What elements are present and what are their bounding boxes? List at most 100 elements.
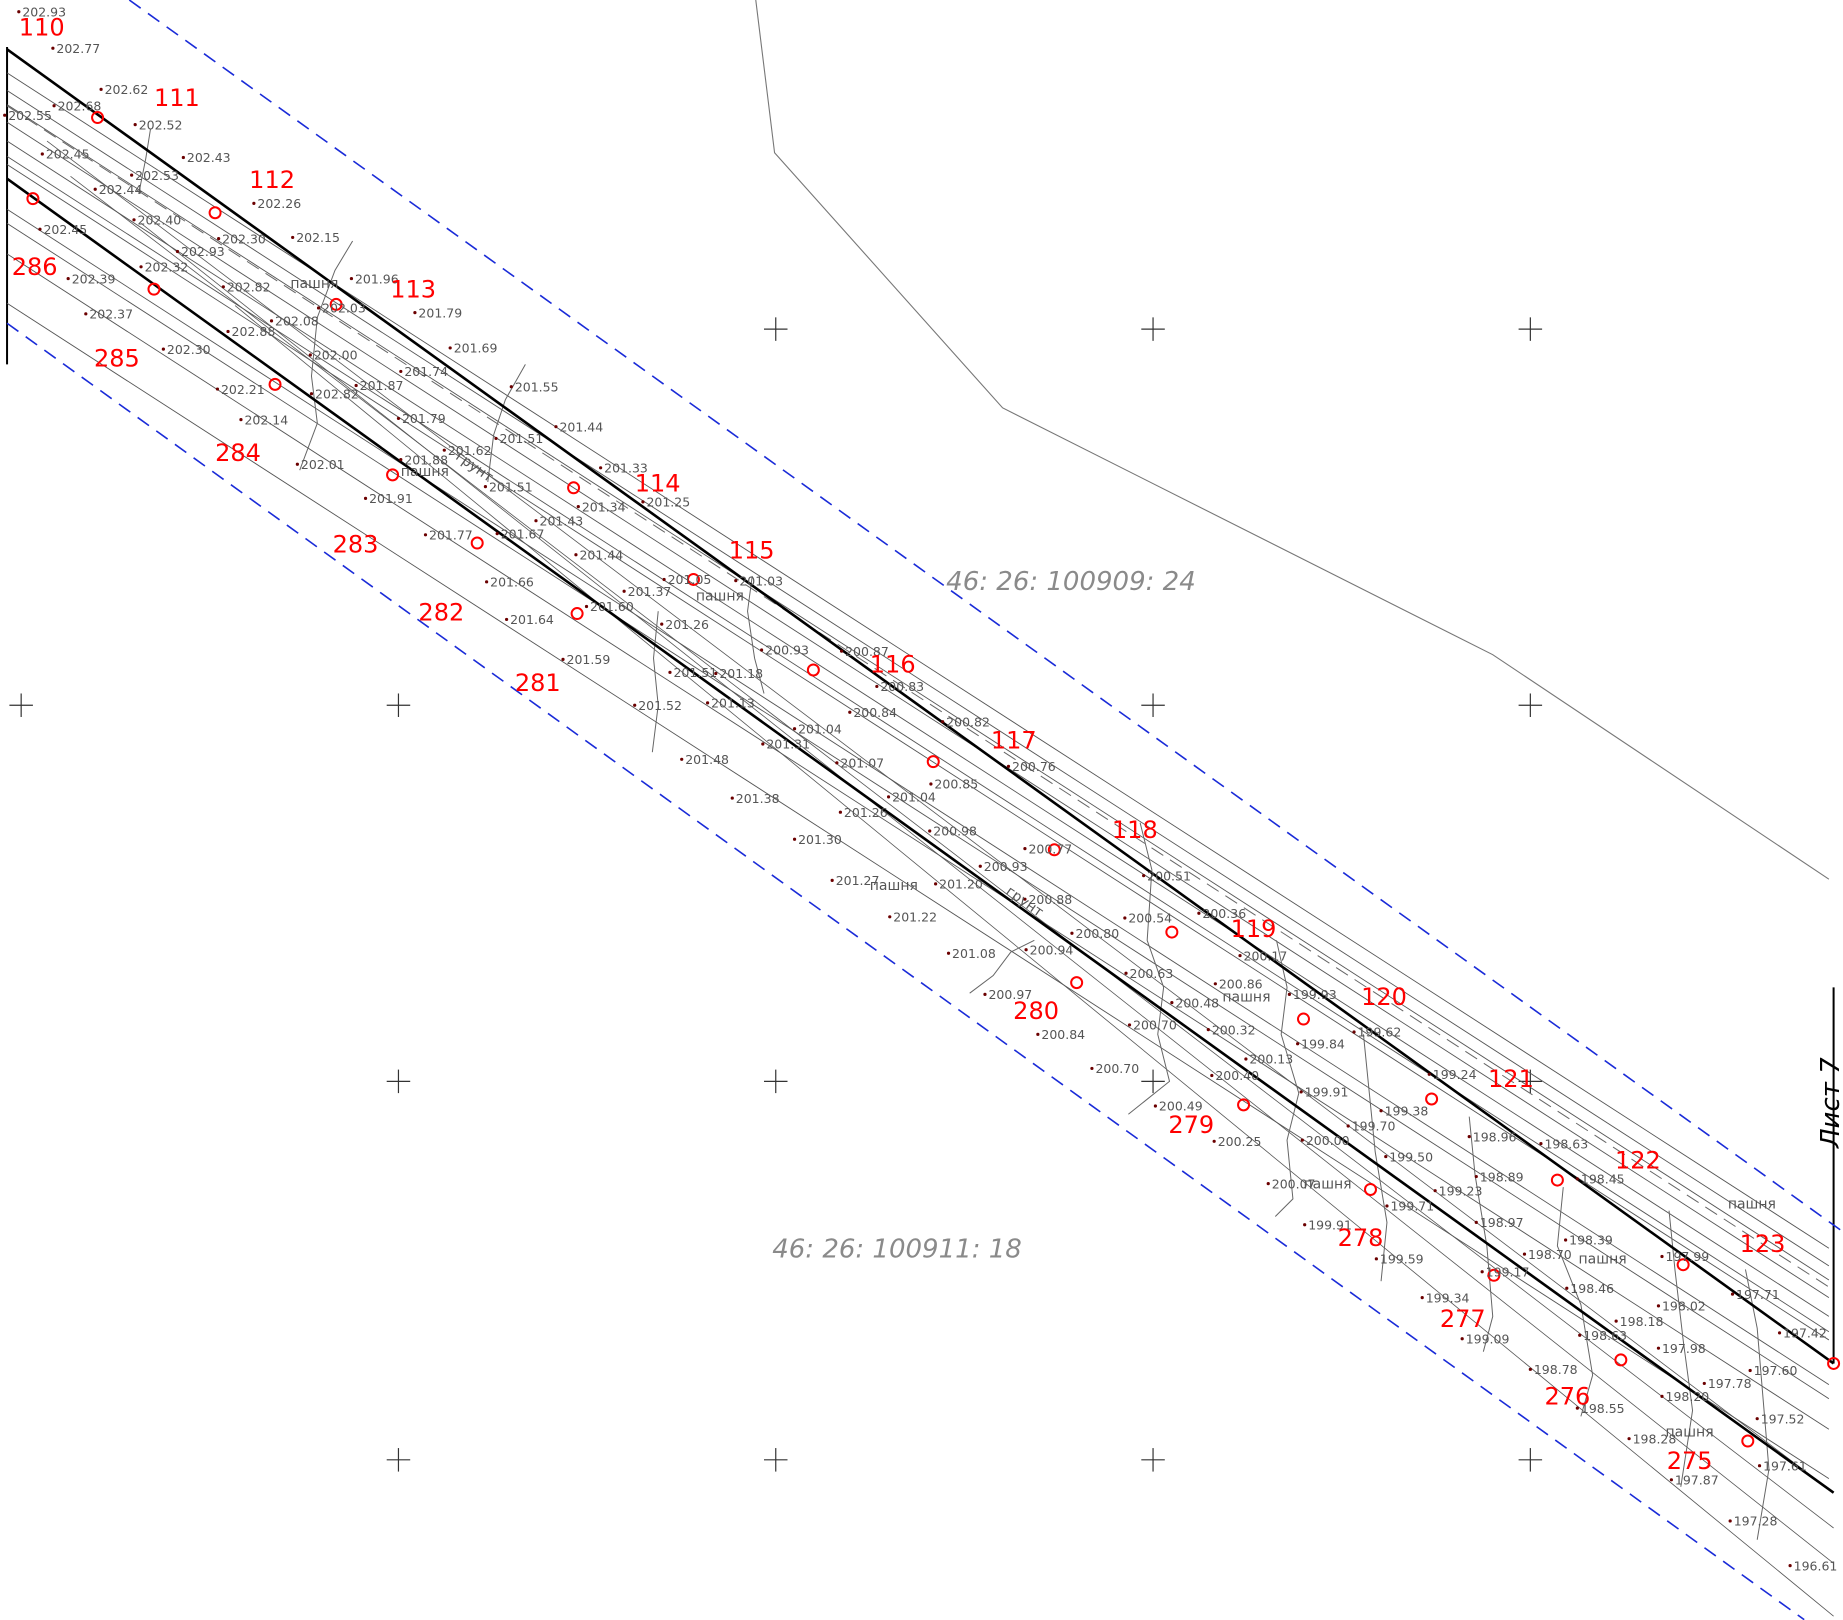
elevation-value: 201.07 [840, 756, 884, 771]
elevation-mark: 201.88 [399, 452, 448, 467]
contour-line [487, 364, 526, 482]
elevation-mark: 197.71 [1730, 1287, 1780, 1302]
elevation-dot [934, 882, 938, 886]
elevation-mark: 198.18 [1614, 1314, 1663, 1329]
elevation-mark: 201.79 [413, 305, 462, 320]
elevation-dot [132, 218, 136, 222]
elevation-mark: 199.70 [1346, 1119, 1396, 1134]
elevation-mark: 198.63 [1578, 1328, 1627, 1343]
elevation-mark: 201.67 [495, 526, 544, 541]
elevation-value: 200.70 [1095, 1061, 1139, 1076]
elevation-dot [221, 285, 225, 289]
elevation-value: 199.70 [1352, 1119, 1396, 1134]
contour-line [138, 129, 151, 195]
boundary-point-marker [1296, 1012, 1310, 1026]
boundary-point-label: 122 [1615, 1146, 1661, 1174]
ground-line [6, 90, 1830, 1267]
land-use-label: пашня [696, 589, 744, 605]
grid-cross [386, 1448, 411, 1472]
elevation-value: 199.71 [1390, 1199, 1434, 1214]
elevation-value: 202.03 [322, 301, 366, 316]
elevation-mark: 199.84 [1296, 1036, 1345, 1051]
elevation-value: 202.37 [89, 307, 133, 322]
grid-cross [1518, 693, 1543, 717]
elevation-value: 202.08 [275, 314, 319, 329]
elevation-dot [1702, 1381, 1706, 1386]
elevation-dot [309, 392, 314, 396]
elevation-dot [1748, 1368, 1752, 1373]
elevation-value: 202.62 [105, 82, 149, 97]
elevation-dot [1522, 1252, 1527, 1256]
elevation-dot [1023, 847, 1027, 851]
elevation-mark: 201.62 [442, 443, 492, 458]
boundary-point-label: 282 [418, 599, 464, 627]
elevation-dot [1660, 1394, 1664, 1398]
elevation-dot [946, 951, 951, 955]
elevation-mark: 198.96 [1467, 1129, 1517, 1144]
grid-cross [386, 693, 411, 717]
contour-line [747, 575, 765, 694]
elevation-mark: 201.60 [584, 599, 634, 614]
grid-cross [386, 1069, 411, 1094]
elevation-value: 202.52 [139, 117, 183, 132]
boundary-point-label: 285 [94, 345, 140, 373]
elevation-mark: 200.07 [1266, 1176, 1316, 1191]
boundary-point-label: 120 [1361, 983, 1407, 1011]
elevation-mark: 200.32 [1206, 1022, 1256, 1037]
parcel-label: 46: 26: 100909: 24 [946, 567, 1196, 597]
elevation-value: 201.62 [448, 443, 492, 458]
elevation-dot [181, 155, 185, 160]
elevation-mark: 202.08 [269, 314, 319, 329]
elevation-value: 201.34 [582, 499, 626, 514]
elevation-dot [66, 276, 70, 281]
elevation-mark: 201.55 [509, 379, 559, 394]
boundary-point-marker [329, 297, 343, 311]
elevation-dot [133, 122, 137, 127]
elevation-dot [1578, 1333, 1582, 1337]
elevation-mark: 199.17 [1480, 1264, 1529, 1279]
elevation-value: 200.84 [853, 705, 897, 720]
elevation-dot [1660, 1254, 1664, 1259]
elevation-value: 200.93 [765, 643, 809, 658]
ground-line [6, 253, 1830, 1430]
boundary-point-marker [806, 663, 820, 677]
elevation-value: 202.30 [222, 231, 266, 246]
elevation-dot [792, 727, 797, 731]
ground-line [6, 72, 1830, 1249]
elevation-dot [1755, 1417, 1759, 1421]
elevation-value: 200.76 [1012, 759, 1056, 774]
elevation-dot [363, 496, 368, 500]
boundary-point-label: 117 [991, 727, 1037, 755]
land-use-label: пашня [1303, 1176, 1351, 1192]
elevation-dot [1303, 1223, 1307, 1227]
elevation-dot [561, 657, 565, 661]
elevation-value: 202.77 [56, 41, 100, 56]
elevation-mark: 201.26 [660, 617, 709, 632]
elevation-dot [269, 319, 274, 323]
boundary-point-label: 279 [1168, 1111, 1214, 1139]
elevation-dot [633, 703, 637, 707]
boundary-point-marker [1614, 1353, 1628, 1367]
elevation-dot [495, 532, 499, 536]
boundary-point-label: 112 [249, 166, 295, 194]
elevation-value: 200.88 [1028, 892, 1072, 907]
contour-line [1668, 1210, 1694, 1487]
boundary-point-marker [386, 468, 400, 482]
elevation-dot [1385, 1204, 1389, 1208]
elevation-mark: 196.61 [1788, 1558, 1837, 1573]
elevation-value: 201.79 [418, 305, 462, 320]
elevation-dot [534, 519, 538, 523]
boundary-point-marker [686, 572, 700, 586]
land-use-labels: пашня пашня пашня пашня пашня пашня пашня пашня… [290, 276, 1776, 1440]
elevation-mark: 198.39 [1564, 1233, 1613, 1248]
elevation-value: 201.96 [355, 271, 399, 286]
elevation-dot [1090, 1066, 1094, 1071]
elevation-value: 202.55 [8, 108, 52, 123]
elevation-value: 200.32 [1212, 1022, 1256, 1037]
boundary-point-label: 118 [1112, 816, 1158, 844]
elevation-mark: 201.77 [423, 528, 473, 543]
elevation-dot [217, 237, 221, 241]
elevation-mark: 202.52 [133, 117, 183, 132]
ground-line [6, 302, 1830, 1480]
elevation-mark: 201.96 [349, 271, 399, 286]
